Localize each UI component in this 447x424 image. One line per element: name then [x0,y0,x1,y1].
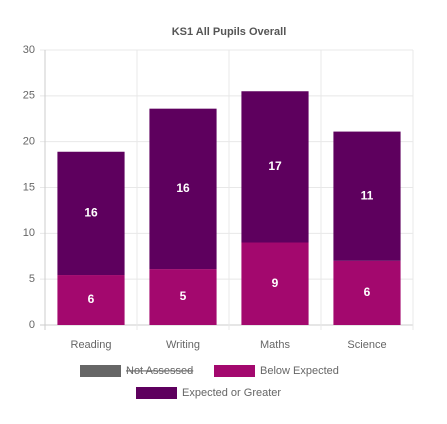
data-label: 17 [268,159,282,173]
legend-label: Below Expected [260,365,339,377]
legend-swatch [214,365,255,377]
y-tick-label: 30 [23,44,35,56]
y-tick-label: 15 [23,181,35,193]
bar-segment [57,275,125,325]
bar-segment [333,260,401,325]
data-label: 6 [88,292,95,306]
x-tick-label: Science [347,339,386,351]
bar-segment [241,242,309,325]
y-tick-label: 25 [23,90,35,102]
legend-swatch [136,387,177,399]
legend-label: Expected or Greater [182,387,281,399]
y-tick-label: 0 [29,319,35,331]
bar-segment [57,151,125,276]
data-label: 16 [176,181,190,195]
y-tick-label: 5 [29,273,35,285]
bar-segment [149,269,217,325]
x-tick-label: Reading [71,339,112,351]
bar-segment [333,131,401,261]
data-label: 6 [364,285,371,299]
data-label: 11 [361,188,374,202]
chart-title: KS1 All Pupils Overall [172,26,287,38]
x-tick-label: Maths [260,339,290,351]
legend-swatch [80,365,121,377]
legend-label: Not Assessed [126,365,193,377]
bar-segment [149,108,217,270]
y-tick-label: 10 [23,227,35,239]
bar-segment [241,91,309,243]
y-tick-label: 20 [23,136,35,148]
data-label: 9 [272,276,279,290]
data-label: 5 [180,289,187,303]
data-label: 16 [84,206,98,220]
x-tick-label: Writing [166,339,200,351]
